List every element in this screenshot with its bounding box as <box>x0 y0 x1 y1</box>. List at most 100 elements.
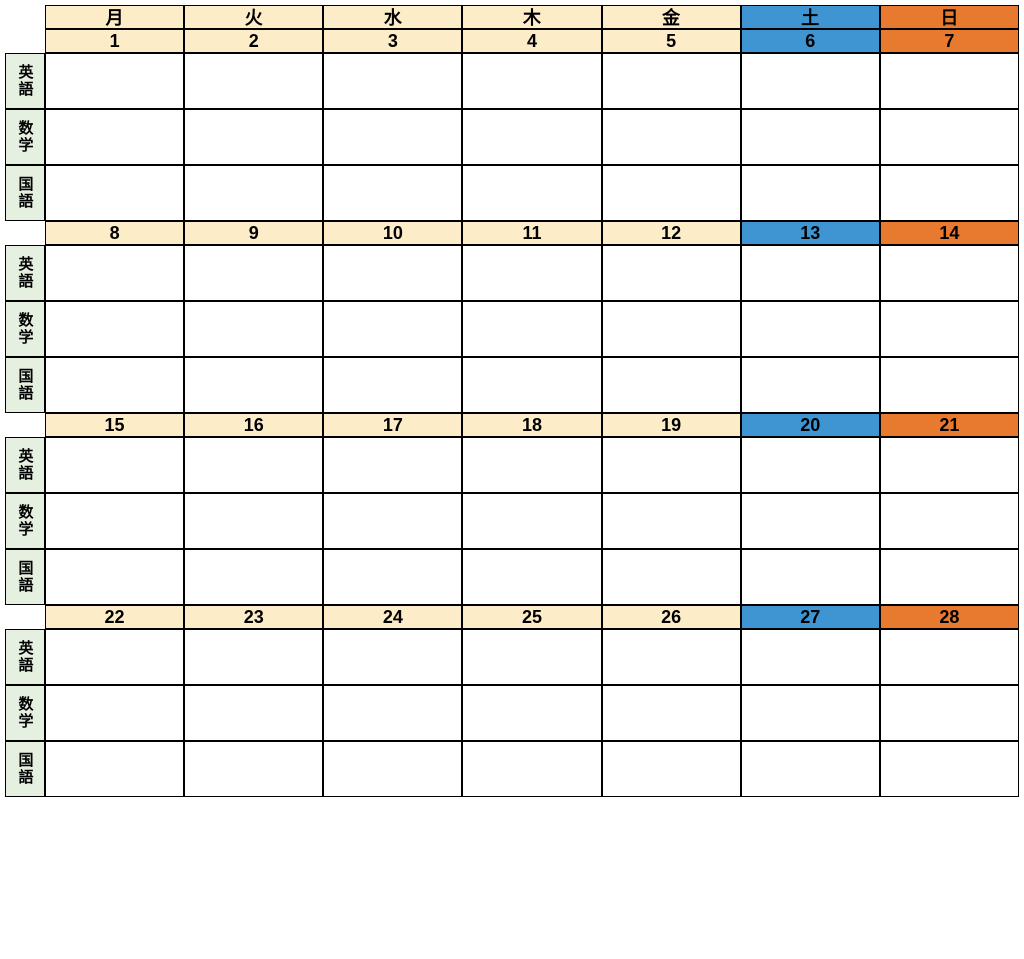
date-cell-w0-d3: 4 <box>462 29 601 53</box>
content-cell-w2-s2-d1[interactable] <box>184 549 323 605</box>
content-cell-w0-s1-d3[interactable] <box>462 109 601 165</box>
day-header-2: 水 <box>323 5 462 29</box>
content-cell-w3-s2-d1[interactable] <box>184 741 323 797</box>
content-cell-w3-s1-d4[interactable] <box>602 685 741 741</box>
content-cell-w2-s0-d6[interactable] <box>880 437 1019 493</box>
content-cell-w0-s0-d2[interactable] <box>323 53 462 109</box>
content-cell-w0-s2-d2[interactable] <box>323 165 462 221</box>
corner-empty <box>5 5 45 29</box>
subject-label-w2-s0: 英語 <box>5 437 45 493</box>
content-cell-w2-s1-d0[interactable] <box>45 493 184 549</box>
content-cell-w1-s0-d4[interactable] <box>602 245 741 301</box>
date-cell-w2-d5: 20 <box>741 413 880 437</box>
content-cell-w3-s1-d3[interactable] <box>462 685 601 741</box>
content-cell-w1-s1-d3[interactable] <box>462 301 601 357</box>
study-planner-table: 月火水木金土日1234567英語数学国語891011121314英語数学国語15… <box>5 5 1019 797</box>
content-cell-w1-s0-d1[interactable] <box>184 245 323 301</box>
content-cell-w2-s2-d4[interactable] <box>602 549 741 605</box>
content-cell-w2-s2-d0[interactable] <box>45 549 184 605</box>
content-cell-w2-s1-d6[interactable] <box>880 493 1019 549</box>
date-cell-w2-d4: 19 <box>602 413 741 437</box>
content-cell-w1-s0-d0[interactable] <box>45 245 184 301</box>
date-cell-w0-d4: 5 <box>602 29 741 53</box>
date-cell-w1-d4: 12 <box>602 221 741 245</box>
content-cell-w1-s1-d2[interactable] <box>323 301 462 357</box>
content-cell-w1-s0-d2[interactable] <box>323 245 462 301</box>
content-cell-w1-s0-d3[interactable] <box>462 245 601 301</box>
content-cell-w3-s0-d4[interactable] <box>602 629 741 685</box>
content-cell-w0-s0-d4[interactable] <box>602 53 741 109</box>
content-cell-w1-s0-d6[interactable] <box>880 245 1019 301</box>
content-cell-w2-s0-d0[interactable] <box>45 437 184 493</box>
subject-label-w3-s0: 英語 <box>5 629 45 685</box>
content-cell-w2-s1-d3[interactable] <box>462 493 601 549</box>
content-cell-w1-s1-d4[interactable] <box>602 301 741 357</box>
content-cell-w3-s0-d2[interactable] <box>323 629 462 685</box>
content-cell-w0-s2-d6[interactable] <box>880 165 1019 221</box>
content-cell-w3-s0-d1[interactable] <box>184 629 323 685</box>
content-cell-w0-s0-d0[interactable] <box>45 53 184 109</box>
content-cell-w3-s1-d5[interactable] <box>741 685 880 741</box>
content-cell-w0-s0-d1[interactable] <box>184 53 323 109</box>
content-cell-w3-s1-d2[interactable] <box>323 685 462 741</box>
content-cell-w2-s1-d1[interactable] <box>184 493 323 549</box>
content-cell-w3-s2-d3[interactable] <box>462 741 601 797</box>
content-cell-w0-s1-d6[interactable] <box>880 109 1019 165</box>
content-cell-w2-s1-d2[interactable] <box>323 493 462 549</box>
content-cell-w2-s2-d3[interactable] <box>462 549 601 605</box>
date-cell-w1-d1: 9 <box>184 221 323 245</box>
content-cell-w1-s1-d1[interactable] <box>184 301 323 357</box>
content-cell-w2-s2-d2[interactable] <box>323 549 462 605</box>
content-cell-w1-s1-d0[interactable] <box>45 301 184 357</box>
content-cell-w1-s1-d5[interactable] <box>741 301 880 357</box>
content-cell-w0-s1-d5[interactable] <box>741 109 880 165</box>
content-cell-w1-s2-d2[interactable] <box>323 357 462 413</box>
content-cell-w0-s2-d5[interactable] <box>741 165 880 221</box>
content-cell-w3-s2-d6[interactable] <box>880 741 1019 797</box>
content-cell-w0-s1-d0[interactable] <box>45 109 184 165</box>
content-cell-w3-s0-d5[interactable] <box>741 629 880 685</box>
content-cell-w3-s0-d6[interactable] <box>880 629 1019 685</box>
content-cell-w1-s0-d5[interactable] <box>741 245 880 301</box>
content-cell-w3-s1-d1[interactable] <box>184 685 323 741</box>
content-cell-w1-s2-d3[interactable] <box>462 357 601 413</box>
subject-label-w0-s1: 数学 <box>5 109 45 165</box>
content-cell-w0-s2-d4[interactable] <box>602 165 741 221</box>
content-cell-w0-s1-d4[interactable] <box>602 109 741 165</box>
content-cell-w2-s0-d4[interactable] <box>602 437 741 493</box>
content-cell-w0-s2-d0[interactable] <box>45 165 184 221</box>
content-cell-w1-s2-d5[interactable] <box>741 357 880 413</box>
content-cell-w2-s1-d5[interactable] <box>741 493 880 549</box>
content-cell-w0-s1-d1[interactable] <box>184 109 323 165</box>
content-cell-w3-s1-d0[interactable] <box>45 685 184 741</box>
content-cell-w1-s2-d1[interactable] <box>184 357 323 413</box>
content-cell-w0-s2-d3[interactable] <box>462 165 601 221</box>
side-empty-week-1 <box>5 221 45 245</box>
content-cell-w3-s2-d0[interactable] <box>45 741 184 797</box>
content-cell-w1-s2-d6[interactable] <box>880 357 1019 413</box>
content-cell-w0-s0-d6[interactable] <box>880 53 1019 109</box>
content-cell-w2-s2-d5[interactable] <box>741 549 880 605</box>
content-cell-w2-s0-d5[interactable] <box>741 437 880 493</box>
content-cell-w3-s1-d6[interactable] <box>880 685 1019 741</box>
content-cell-w1-s1-d6[interactable] <box>880 301 1019 357</box>
date-cell-w2-d2: 17 <box>323 413 462 437</box>
content-cell-w1-s2-d4[interactable] <box>602 357 741 413</box>
content-cell-w2-s0-d3[interactable] <box>462 437 601 493</box>
content-cell-w3-s2-d4[interactable] <box>602 741 741 797</box>
content-cell-w3-s0-d0[interactable] <box>45 629 184 685</box>
content-cell-w3-s2-d5[interactable] <box>741 741 880 797</box>
content-cell-w3-s0-d3[interactable] <box>462 629 601 685</box>
content-cell-w2-s1-d4[interactable] <box>602 493 741 549</box>
content-cell-w0-s0-d3[interactable] <box>462 53 601 109</box>
date-cell-w2-d0: 15 <box>45 413 184 437</box>
date-cell-w0-d6: 7 <box>880 29 1019 53</box>
content-cell-w0-s1-d2[interactable] <box>323 109 462 165</box>
content-cell-w0-s2-d1[interactable] <box>184 165 323 221</box>
content-cell-w3-s2-d2[interactable] <box>323 741 462 797</box>
content-cell-w2-s0-d1[interactable] <box>184 437 323 493</box>
content-cell-w1-s2-d0[interactable] <box>45 357 184 413</box>
content-cell-w2-s2-d6[interactable] <box>880 549 1019 605</box>
content-cell-w0-s0-d5[interactable] <box>741 53 880 109</box>
content-cell-w2-s0-d2[interactable] <box>323 437 462 493</box>
